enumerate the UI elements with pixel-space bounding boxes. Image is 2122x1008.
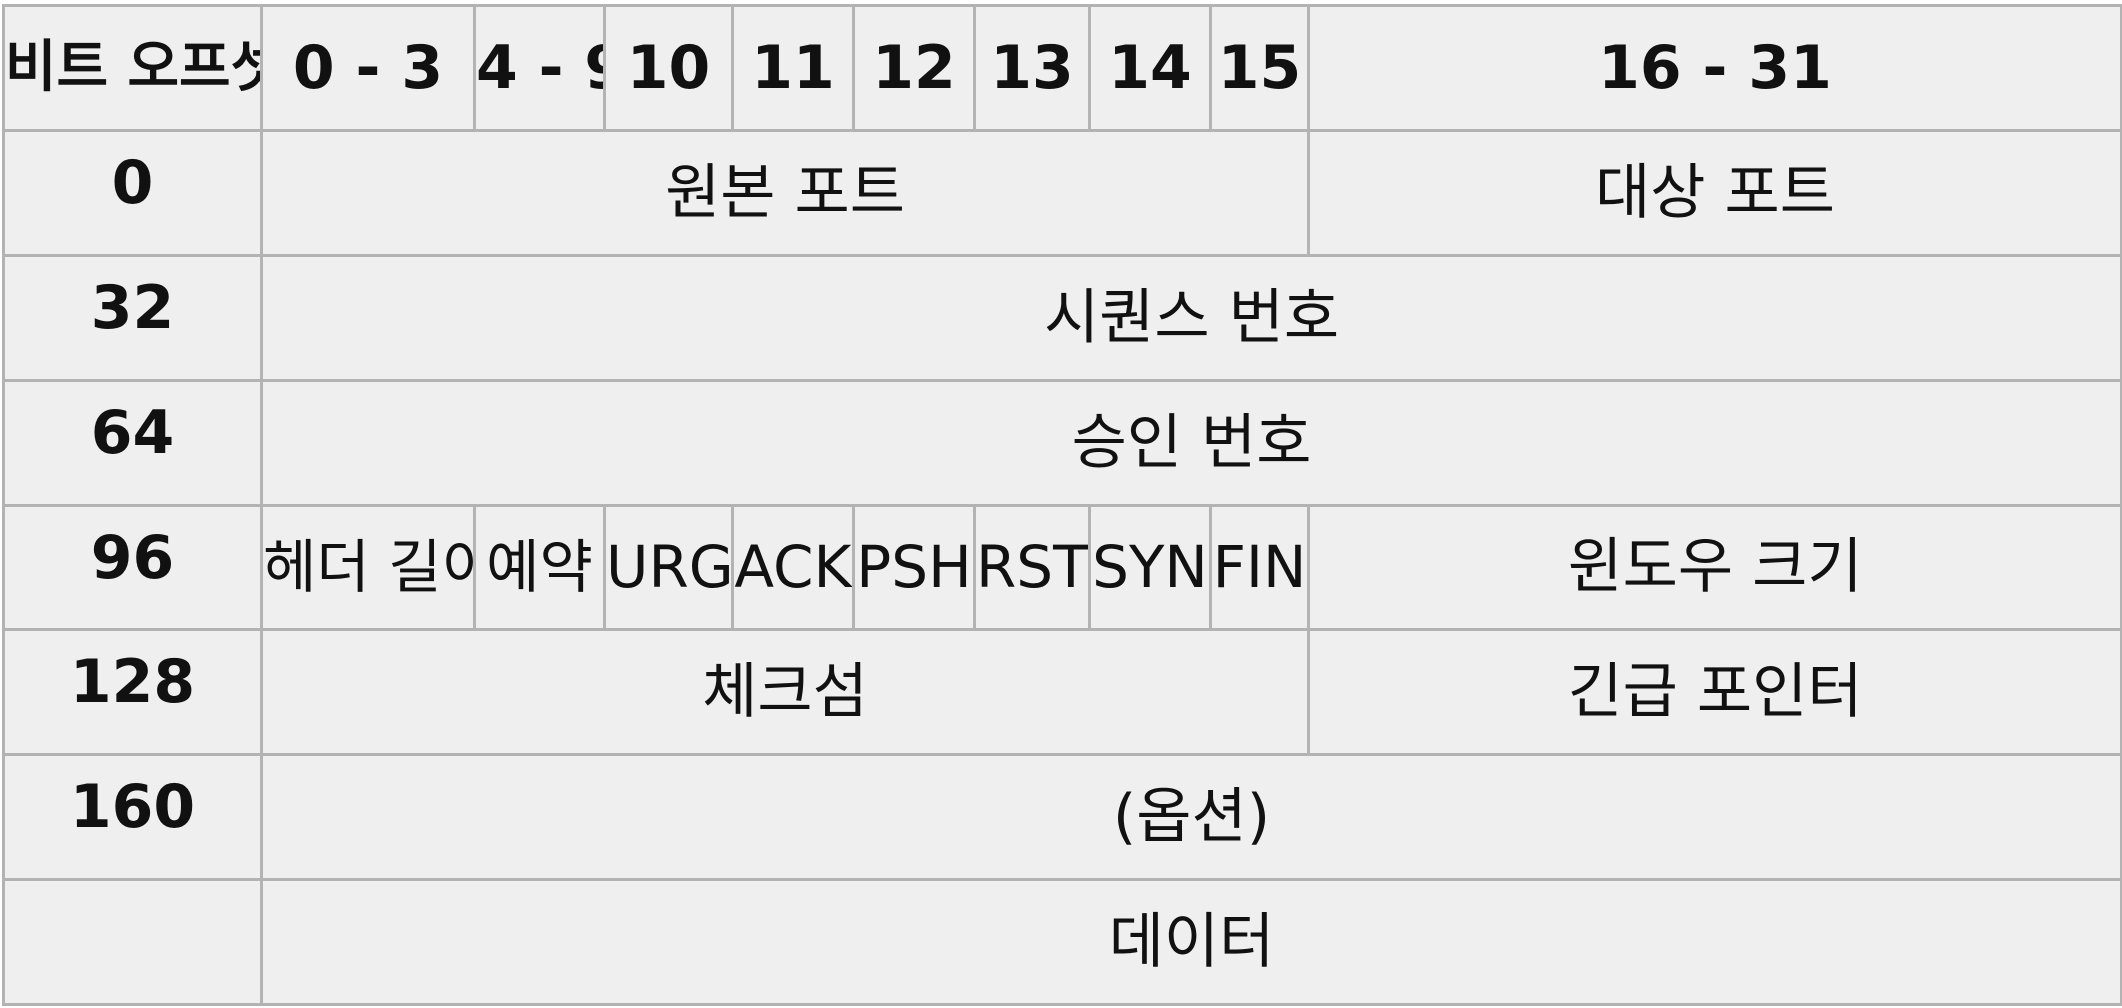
window-size-field: 윈도우 크기: [1307, 503, 2122, 632]
urgent-pointer-field: 긴급 포인터: [1307, 628, 2122, 757]
bit-range-header: 0 - 3: [260, 4, 476, 132]
flag-psh: PSH: [852, 503, 976, 632]
flag-ack: ACK: [731, 503, 855, 632]
row-offset-0: 0 원본 포트 대상 포트: [2, 128, 2122, 257]
header-length-field: 헤더 길이: [260, 503, 476, 632]
bit-range-header: 12: [852, 4, 976, 132]
flag-syn: SYN: [1088, 503, 1212, 632]
sequence-number-field: 시퀀스 번호: [260, 253, 2122, 382]
row-offset-label: 128: [2, 628, 263, 757]
checksum-field: 체크섬: [260, 628, 1310, 757]
row-offset-64: 64 승인 번호: [2, 378, 2122, 507]
flag-urg: URG: [603, 503, 734, 632]
ack-number-field: 승인 번호: [260, 378, 2122, 507]
bit-range-header: 13: [973, 4, 1091, 132]
flag-fin: FIN: [1209, 503, 1310, 632]
flag-rst: RST: [973, 503, 1091, 632]
row-offset-160: 160 (옵션): [2, 753, 2122, 882]
row-offset-label: 96: [2, 503, 263, 632]
bit-offset-header: 비트 오프셋: [2, 4, 263, 132]
row-offset-label: 160: [2, 753, 263, 882]
row-offset-32: 32 시퀀스 번호: [2, 253, 2122, 382]
bit-range-header: 11: [731, 4, 855, 132]
row-offset-label: 64: [2, 378, 263, 507]
row-data: 데이터: [2, 878, 2122, 1006]
row-offset-label: 32: [2, 253, 263, 382]
reserved-field: 예약: [473, 503, 606, 632]
bit-range-header: 16 - 31: [1307, 4, 2122, 132]
dest-port-field: 대상 포트: [1307, 128, 2122, 257]
row-offset-label: 0: [2, 128, 263, 257]
row-offset-128: 128 체크섬 긴급 포인터: [2, 628, 2122, 757]
bit-range-header: 15: [1209, 4, 1310, 132]
row-offset-label: [2, 878, 263, 1006]
tcp-header-table: 비트 오프셋 0 - 3 4 - 9 10 11 12 13 14 15 16 …: [2, 4, 2122, 1006]
row-offset-96: 96 헤더 길이 예약 URG ACK PSH RST SYN FIN 윈도우 …: [2, 503, 2122, 632]
options-field: (옵션): [260, 753, 2122, 882]
bit-range-header: 4 - 9: [473, 4, 606, 132]
data-field: 데이터: [260, 878, 2122, 1006]
bit-range-header: 10: [603, 4, 734, 132]
bit-range-header: 14: [1088, 4, 1212, 132]
source-port-field: 원본 포트: [260, 128, 1310, 257]
header-row: 비트 오프셋 0 - 3 4 - 9 10 11 12 13 14 15 16 …: [2, 4, 2122, 132]
